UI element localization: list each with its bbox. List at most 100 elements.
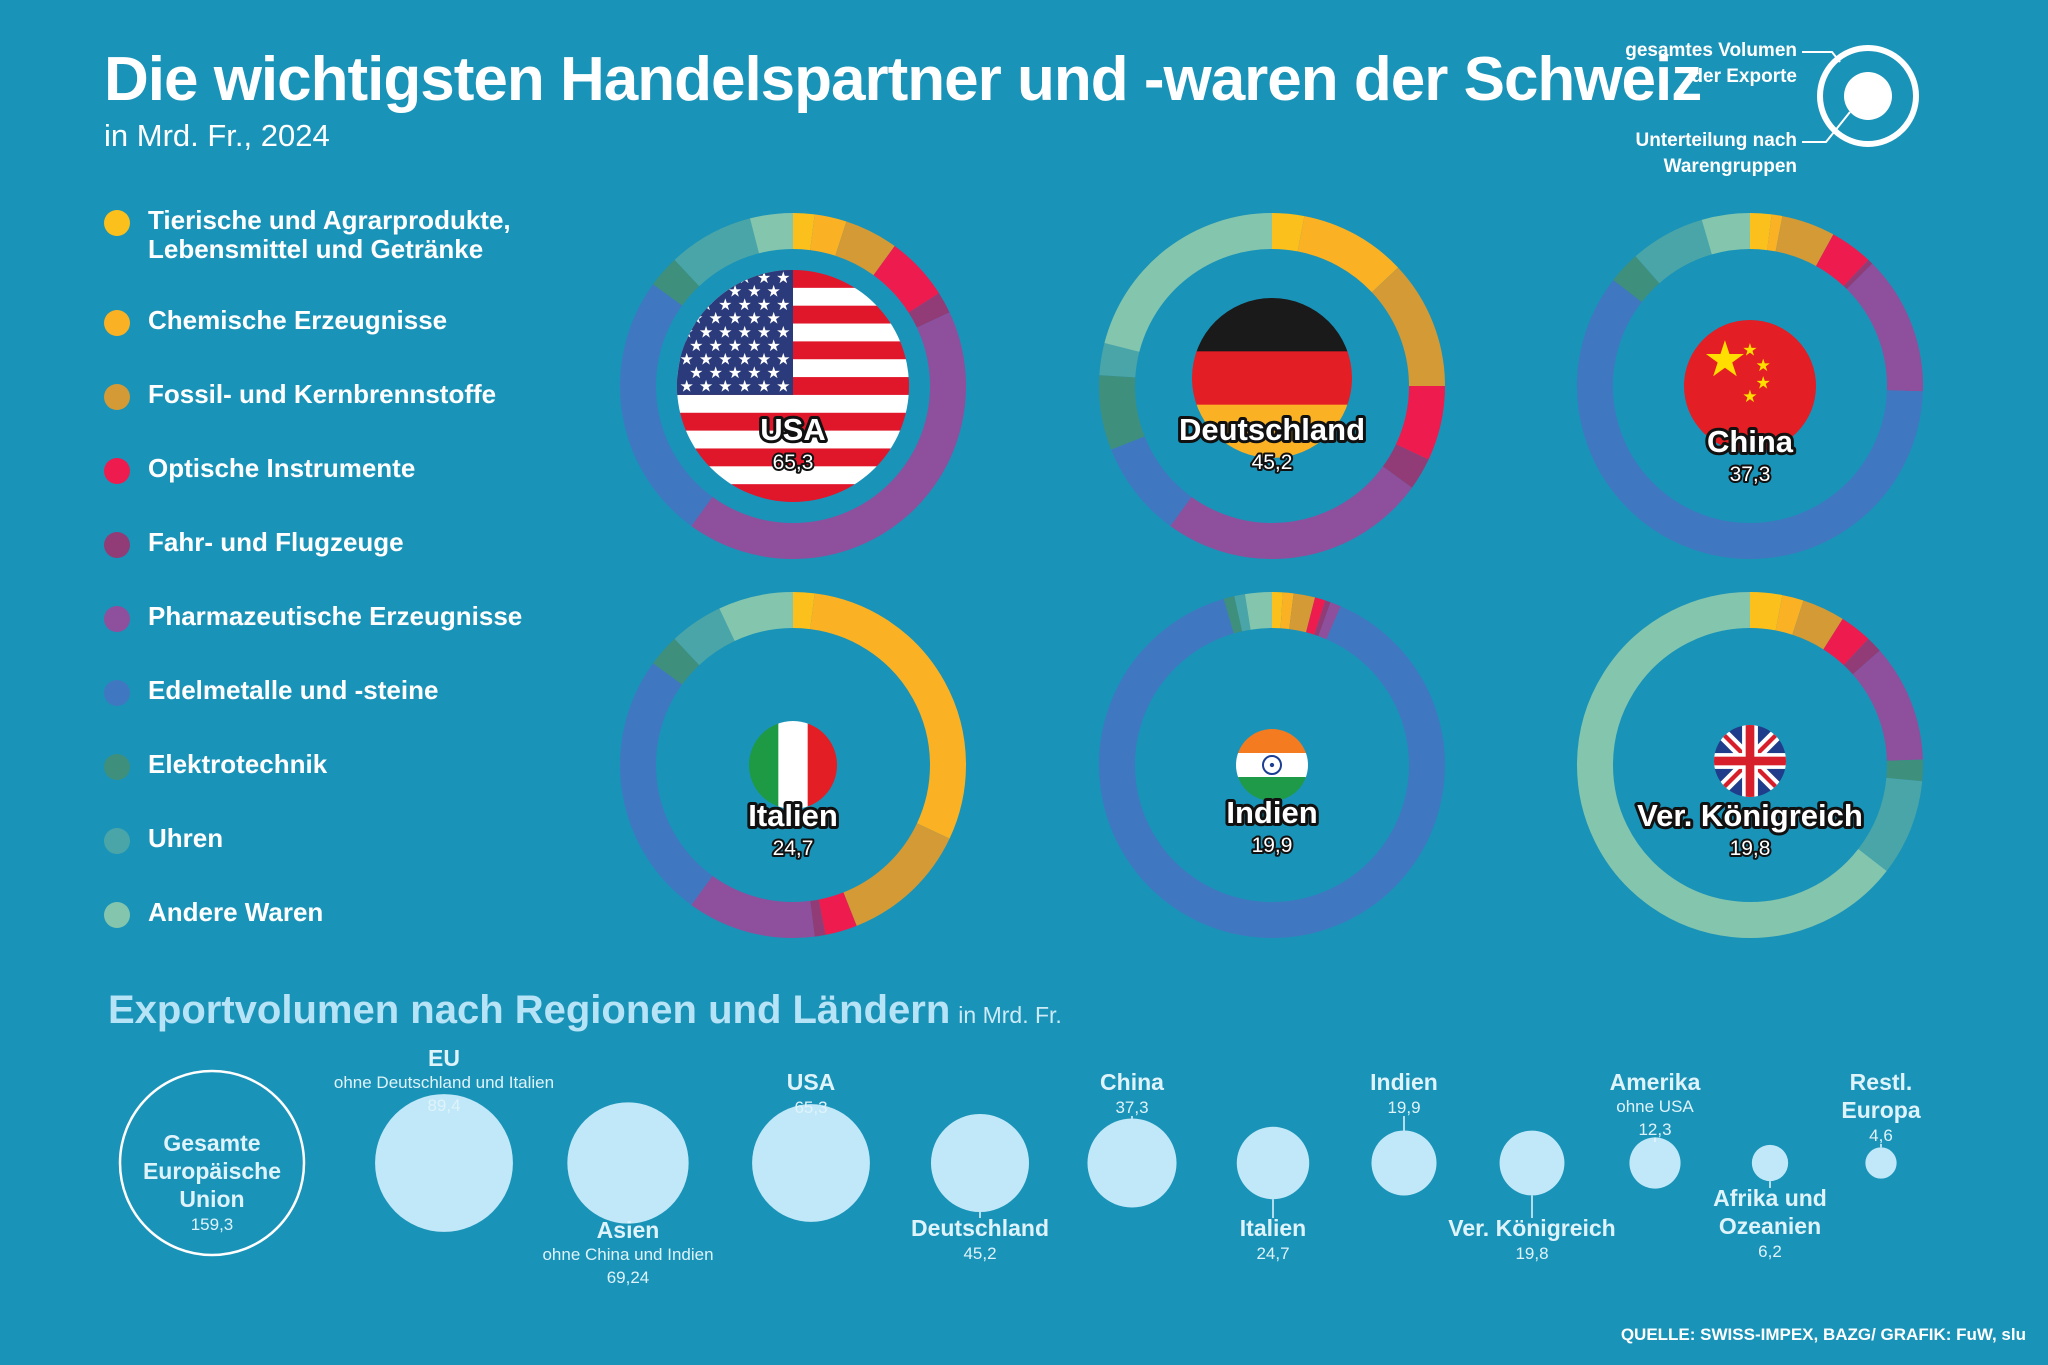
bubble-label: Indien 19,9 (1274, 1068, 1534, 1120)
bubble-label: Afrika und Ozeanien 6,2 (1640, 1184, 1900, 1264)
svg-text:★: ★ (718, 322, 732, 341)
explain-outer-ring (1817, 45, 1919, 147)
flag-china: ★★★★★ (1684, 320, 1816, 452)
legend-item: Fahr- und Flugzeuge (104, 528, 548, 558)
donut-segment (792, 212, 815, 251)
explain-inner-disc (1844, 72, 1892, 120)
bubble-label-name: Italien (1239, 1215, 1307, 1241)
svg-text:★: ★ (708, 309, 722, 328)
bubble-label-value: 37,3 (1115, 1098, 1149, 1117)
donut-segment (1613, 256, 1660, 303)
svg-text:★: ★ (766, 363, 780, 382)
legend-label-line: Tierische und Agrarprodukte, (148, 205, 511, 235)
svg-text:★: ★ (699, 349, 713, 368)
explain-inner-label: Unterteilung nach Warengruppen (1497, 128, 1797, 180)
donut-segment (691, 312, 966, 559)
bubble-label-value: 19,8 (1515, 1244, 1549, 1263)
donut-italy: Italien 24,7 (620, 591, 966, 938)
donut-segment (1823, 618, 1869, 666)
svg-text:★: ★ (747, 309, 761, 328)
bubble-label-name: Indien (1370, 1069, 1438, 1095)
donut-segment (1843, 638, 1880, 675)
legend-swatch (104, 754, 130, 780)
legend-label: Fossil- und Kernbrennstoffe (148, 380, 548, 409)
legend-swatch (104, 532, 130, 558)
bubble-label: Ver. Königreich 19,8 (1402, 1214, 1662, 1266)
donut-segment (1371, 267, 1445, 387)
bubble-title-unit: in Mrd. Fr. (958, 1002, 1062, 1028)
svg-text:★: ★ (747, 336, 761, 355)
donut-segment (620, 284, 713, 526)
legend-swatch (104, 458, 130, 484)
bubble-section-title: Exportvolumen nach Regionen und Ländern i… (108, 988, 1062, 1033)
donut-segment (1099, 342, 1140, 378)
legend-label: Optische Instrumente (148, 454, 548, 483)
bubble-label-name: Ozeanien (1718, 1213, 1822, 1239)
legend-label-line: Pharmazeutische Erzeugnisse (148, 601, 523, 631)
bubble-label-sub: ohne USA (1616, 1097, 1694, 1116)
flag-uk (1714, 725, 1786, 797)
bubble-label-name: Restl. (1849, 1069, 1913, 1095)
bubble (1371, 1130, 1437, 1196)
legend-label: Chemische Erzeugnisse (148, 306, 548, 335)
svg-text:★: ★ (747, 363, 761, 382)
legend-swatch (104, 210, 130, 236)
explain-inner-line-2: Warengruppen (1663, 156, 1797, 177)
legend-label-line: Edelmetalle und -steine (148, 675, 439, 705)
bubble (567, 1102, 689, 1224)
explain-leader-inner (1802, 111, 1851, 143)
bubble-label-name: EU (428, 1045, 460, 1071)
legend-label-line: Fossil- und Kernbrennstoffe (148, 379, 497, 409)
bubble-label-sub: ohne China und Indien (542, 1245, 714, 1264)
svg-text:★: ★ (728, 309, 742, 328)
donut-segment (1775, 595, 1804, 635)
legend-label-line: Fahr- und Flugzeuge (148, 527, 404, 557)
donut-country-value: 24,7 (773, 837, 814, 860)
donut-china: ★★★★★China 37,3 (1577, 212, 1923, 559)
explain-leader-outer (1802, 51, 1841, 63)
svg-text:★: ★ (737, 322, 751, 341)
bubble (1629, 1137, 1681, 1189)
legend-item: Tierische und Agrarprodukte, Lebensmittel… (104, 206, 548, 264)
donut-country-name: China (1707, 424, 1794, 459)
donut-segment (1099, 375, 1145, 450)
donut-segment (1297, 216, 1399, 293)
donut-segment (719, 592, 794, 642)
donut-country-value: 37,3 (1730, 463, 1771, 486)
bubble-label-value: 19,9 (1387, 1098, 1421, 1117)
svg-text:★: ★ (728, 336, 742, 355)
donut-segment (1314, 600, 1331, 637)
donut-segment (653, 259, 700, 306)
svg-text:★: ★ (1742, 387, 1757, 407)
explain-inner-line-1: Unterteilung nach (1635, 130, 1797, 151)
donut-segment (1288, 593, 1316, 633)
donut-segment (653, 638, 700, 685)
svg-text:★: ★ (1756, 374, 1771, 394)
svg-text:★: ★ (708, 363, 722, 382)
legend-label: Pharmazeutische Erzeugnisse (148, 602, 548, 631)
bubble-label: EU ohne Deutschland und Italien 89,4 (314, 1044, 574, 1118)
bubble-label-name: Union (179, 1186, 245, 1212)
bubble-title-text: Exportvolumen nach Regionen und Ländern (108, 988, 951, 1032)
svg-text:★: ★ (766, 336, 780, 355)
bubble-label-name: Europäische (142, 1158, 282, 1184)
donut-country-name: Ver. Königreich (1637, 798, 1863, 833)
donut-segment (1749, 212, 1772, 251)
bubble-label: China 37,3 (1002, 1068, 1262, 1120)
legend-swatch (104, 384, 130, 410)
donut-segment (809, 593, 966, 839)
donut-segment (1111, 435, 1192, 526)
donut-country-name: Italien (748, 798, 838, 833)
bubble-eu-total (118, 1069, 306, 1257)
flag-india (1236, 729, 1308, 801)
donut-country-name: USA (760, 412, 825, 447)
legend-item: Chemische Erzeugnisse (104, 306, 548, 336)
legend-label: Uhren (148, 824, 548, 853)
flag-germany (1192, 298, 1352, 458)
donut-segment (792, 591, 815, 630)
legend-item: Edelmetalle und -steine (104, 676, 548, 706)
donut-segment (674, 608, 736, 666)
donut-segment (1886, 759, 1923, 782)
legend-swatch (104, 310, 130, 336)
